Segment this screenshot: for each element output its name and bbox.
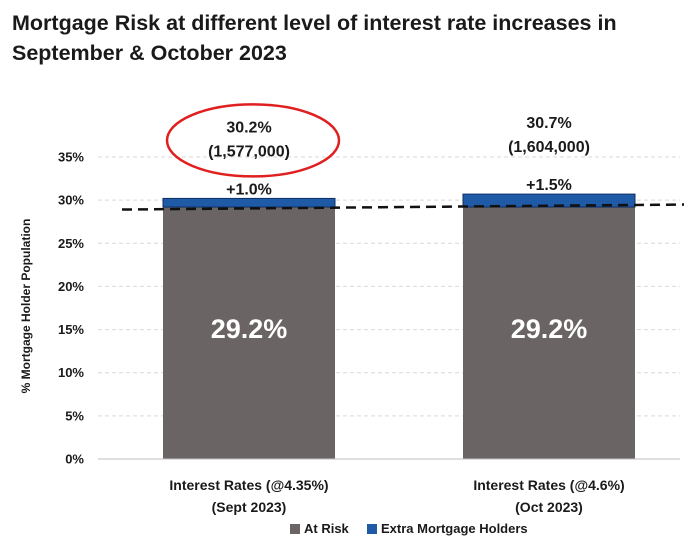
total-count-label: (1,604,000) xyxy=(508,139,590,156)
x-category-sublabel: (Sept 2023) xyxy=(212,499,287,515)
x-category-sublabel: (Oct 2023) xyxy=(515,499,583,515)
legend-label-extra-holders: Extra Mortgage Holders xyxy=(381,521,528,536)
x-category-label: Interest Rates (@4.6%) xyxy=(473,477,624,493)
at-risk-value-label: 29.2% xyxy=(511,314,588,344)
chart-title: Mortgage Risk at different level of inte… xyxy=(12,11,617,65)
y-tick-label: 20% xyxy=(58,279,84,294)
y-tick-label: 25% xyxy=(58,236,84,251)
bar-at-risk xyxy=(463,207,635,459)
legend-label-at-risk: At Risk xyxy=(304,521,350,536)
total-count-label: (1,577,000) xyxy=(208,143,290,160)
bar-extra-holders xyxy=(462,193,636,208)
extra-value-label: +1.5% xyxy=(526,177,572,194)
y-axis-label: % Mortgage Holder Population xyxy=(19,219,33,394)
bar-extra-holders xyxy=(162,197,336,208)
y-tick-label: 15% xyxy=(58,322,84,337)
y-tick-label: 5% xyxy=(65,408,84,423)
bar-at-risk xyxy=(163,207,335,459)
baseline-dashed-line xyxy=(121,203,685,211)
total-percent-label: 30.7% xyxy=(526,115,571,132)
legend-swatch-extra-holders xyxy=(367,524,377,534)
total-percent-label: 30.2% xyxy=(226,119,271,136)
y-tick-label: 35% xyxy=(58,150,84,165)
extra-value-label: +1.0% xyxy=(226,181,272,198)
legend-swatch-at-risk xyxy=(290,524,300,534)
highlight-ellipse xyxy=(165,103,341,178)
y-tick-label: 10% xyxy=(58,365,84,380)
at-risk-value-label: 29.2% xyxy=(211,314,288,344)
y-tick-label: 0% xyxy=(65,452,84,467)
y-tick-label: 30% xyxy=(58,193,84,208)
x-category-label: Interest Rates (@4.35%) xyxy=(169,477,328,493)
